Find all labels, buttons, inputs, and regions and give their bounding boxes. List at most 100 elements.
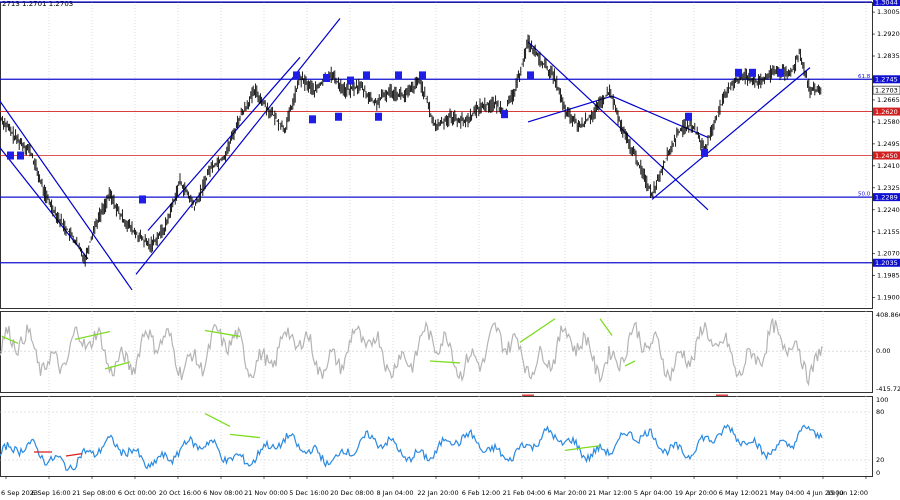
rsi-divergence-line	[564, 444, 601, 452]
rsi-axis-label: 20	[876, 456, 884, 464]
price-axis-label: 1.2580	[877, 118, 900, 126]
signal-box	[527, 71, 534, 80]
level-tag-label: 1.2620	[875, 108, 898, 116]
rsi-axis-label: 100	[876, 396, 888, 404]
signal-box	[701, 148, 708, 157]
signal-box	[419, 71, 426, 80]
signal-box	[17, 151, 24, 160]
signal-box	[685, 112, 692, 121]
time-axis-label: 6 May 12:00	[719, 489, 759, 497]
trend-channel-line	[147, 56, 301, 231]
level-tag-label: 1.2450	[875, 152, 898, 160]
price-axis-label: 1.2920	[877, 30, 900, 38]
price-series	[0, 34, 822, 267]
time-axis-label: 21 Sep 08:00	[72, 489, 115, 497]
price-axis-label: 1.3005	[877, 8, 900, 16]
time-axis-label: 21 Mar 12:00	[588, 489, 631, 497]
trend-channel-line	[135, 18, 341, 275]
trend-channel-line	[651, 67, 811, 200]
time-axis-label: 4 Jun 20:00	[806, 489, 843, 497]
time-axis-label: 6 Mar 20:00	[547, 489, 586, 497]
time-axis-label: 5 Dec 16:00	[289, 489, 329, 497]
price-axis-label: 1.2410	[877, 162, 900, 170]
signal-box	[309, 115, 316, 124]
price-axis-label: 1.2835	[877, 52, 900, 60]
rsi-axis-label: 0	[876, 469, 880, 477]
price-axis-label: 1.2070	[877, 250, 900, 258]
signal-box	[335, 112, 342, 121]
rsi-panel-frame	[0, 396, 873, 477]
rsi-series	[0, 423, 823, 471]
price-axis-label: 1.1900	[877, 294, 900, 302]
time-axis-label: 21 Feb 04:00	[503, 489, 546, 497]
time-axis-label: 21 Nov 00:00	[244, 489, 288, 497]
cci-divergence-line	[104, 361, 131, 370]
level-tag	[873, 193, 900, 202]
signal-box	[293, 71, 300, 80]
rsi-divergence-line	[204, 413, 231, 427]
trend-channel-line	[527, 41, 709, 211]
signal-box	[139, 195, 146, 204]
time-axis-label: 8 Jan 04:00	[376, 489, 413, 497]
current-price-label: 1.2703	[875, 86, 898, 94]
time-axis-label: 20 Oct 16:00	[159, 489, 201, 497]
level-tag-label: 1.2289	[875, 193, 898, 201]
cci-divergence-line	[519, 318, 556, 343]
time-axis-label: 6 Nov 08:00	[203, 489, 243, 497]
signal-box	[323, 73, 330, 82]
cci-divergence-line	[204, 329, 241, 338]
time-axis-label: 6 Sep 16:00	[31, 489, 70, 497]
price-axis-label: 1.1985	[877, 272, 900, 280]
level-tag-label: 1.2745	[875, 76, 898, 84]
cci-panel-frame	[0, 311, 873, 393]
time-axis-label: 21 May 04:00	[760, 489, 805, 497]
level-tag	[873, 0, 900, 6]
signal-box	[501, 110, 508, 119]
price-axis-label: 1.2240	[877, 206, 900, 214]
cci-divergence-line	[74, 330, 111, 341]
price-axis-label: 1.2495	[877, 140, 900, 148]
time-axis-label: 19 Apr 20:00	[675, 489, 717, 497]
level-tag	[873, 151, 900, 160]
price-axis-label: 1.2155	[877, 228, 900, 236]
price-axis-label: 1.2325	[877, 184, 900, 192]
cci-axis-label: 408.8667	[876, 311, 900, 319]
signal-box	[375, 112, 382, 121]
rsi-divergence-line	[229, 433, 261, 439]
cci-divergence-line	[624, 360, 636, 367]
ohlc-readout: 2713 1.2701 1.2703	[2, 0, 74, 8]
fib-label: 61.8	[858, 74, 871, 80]
time-axis-label: 6 Sep 2023	[1, 489, 38, 497]
level-tag	[873, 258, 900, 267]
cci-axis-label: -415.7245	[876, 385, 900, 393]
signal-box	[749, 68, 756, 77]
signal-box	[363, 71, 370, 80]
time-axis-label: 22 Jan 20:00	[417, 489, 458, 497]
time-axis-label: 6 Feb 12:00	[462, 489, 501, 497]
time-axis-label: 6 Oct 00:00	[118, 489, 156, 497]
trend-channel-line	[0, 100, 133, 291]
time-axis-label: 20 Dec 08:00	[330, 489, 374, 497]
time-axis-label: 5 Apr 04:00	[634, 489, 672, 497]
signal-box	[7, 151, 14, 160]
cci-divergence-line	[599, 318, 613, 336]
cci-series	[0, 318, 823, 387]
signal-box	[735, 68, 742, 77]
level-tag-label: 1.2035	[875, 259, 898, 267]
fib-label: 50.0	[858, 192, 871, 198]
signal-box	[395, 71, 402, 80]
time-axis-label: 19 Jun 12:00	[827, 489, 868, 497]
signal-box	[777, 68, 784, 77]
current-price-tag	[872, 85, 900, 95]
level-tag	[873, 75, 900, 84]
level-tag-label: 1.3044	[875, 0, 898, 6]
cci-divergence-line	[429, 360, 461, 364]
cci-axis-label: 0.00	[876, 347, 890, 355]
rsi-divergence-line	[65, 452, 83, 457]
price-axis-label: 1.2665	[877, 96, 900, 104]
signal-box	[347, 76, 354, 85]
level-tag	[873, 107, 900, 116]
rsi-axis-label: 80	[876, 408, 884, 416]
cci-divergence-line	[1, 335, 19, 344]
